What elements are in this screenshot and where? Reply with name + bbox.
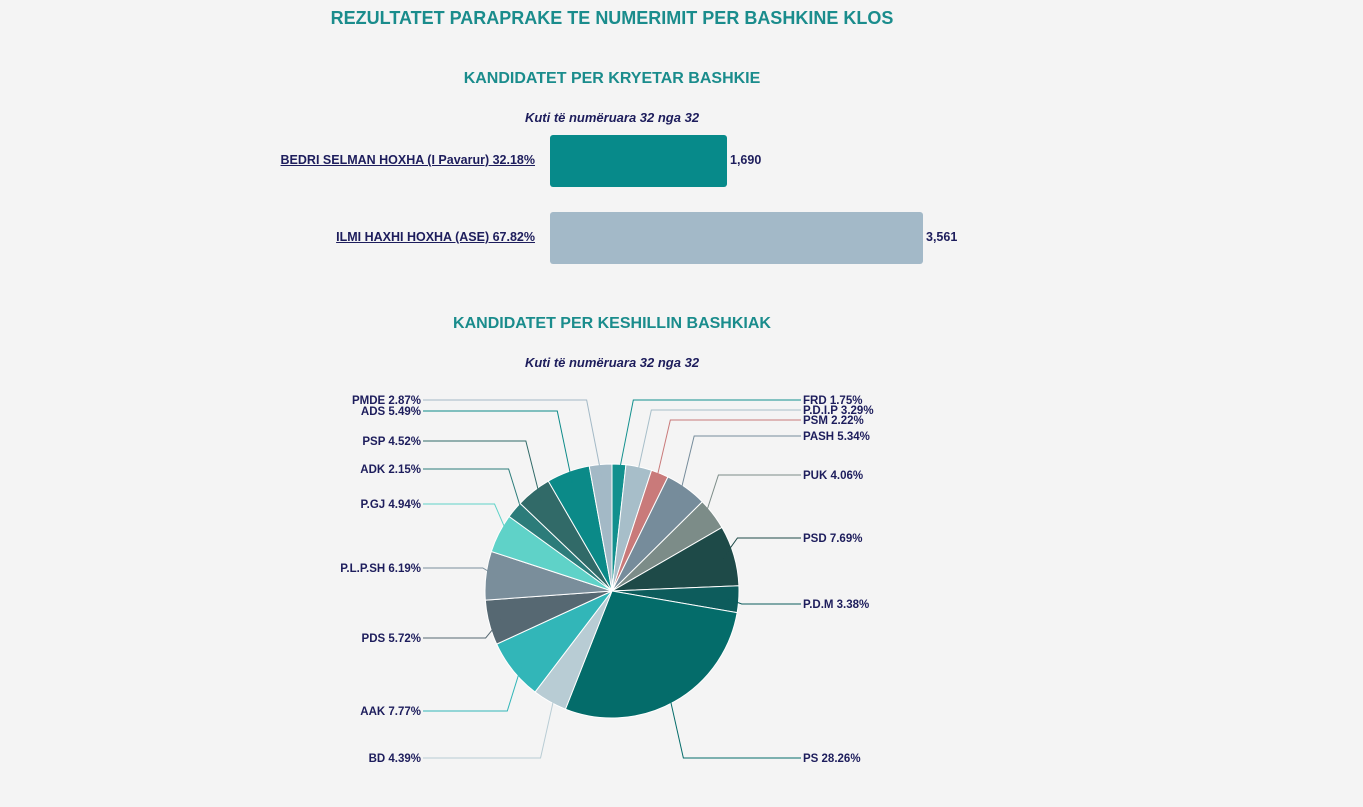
page-title: REZULTATET PARAPRAKE TE NUMERIMIT PER BA… — [330, 8, 894, 28]
pie-leader-line — [423, 567, 499, 578]
pie-leader-line — [423, 399, 603, 477]
pie-label: PUK 4.06% — [803, 470, 863, 482]
bar[interactable] — [550, 135, 727, 187]
pie-label: P.GJ 4.94% — [360, 499, 421, 511]
pie-leader-line — [423, 619, 502, 639]
pie-leader-line — [423, 410, 573, 484]
bar-value-label: 3,561 — [926, 230, 958, 244]
pie-label: ADS 5.49% — [361, 406, 421, 418]
pie-label: P.D.I.P 3.29% — [803, 405, 874, 417]
council-section-title: KANDIDATET PER KESHILLIN BASHKIAK — [453, 315, 771, 332]
pie-leader-line — [423, 503, 511, 539]
pie-label: PSM 2.22% — [803, 415, 864, 427]
bar-value-label: 1,690 — [730, 153, 762, 167]
pie-label: PASH 5.34% — [803, 431, 870, 443]
pie-label: BD 4.39% — [369, 753, 421, 765]
pie-leader-line — [423, 440, 542, 501]
pie-leader-line — [635, 409, 801, 479]
pie-label: PSD 7.69% — [803, 533, 862, 545]
pie-label: PS 28.26% — [803, 753, 861, 765]
pie-label: PMDE 2.87% — [352, 395, 421, 407]
pie-leader-line — [617, 399, 801, 477]
pie-label: P.L.P.SH 6.19% — [340, 563, 421, 575]
candidate-link[interactable]: BEDRI SELMAN HOXHA (I Pavarur) 32.18% — [280, 153, 535, 167]
pie-leader-line — [726, 597, 801, 605]
pie-leader-line — [722, 537, 801, 560]
pie-slice[interactable] — [564, 590, 738, 719]
pie-leader-line — [678, 435, 801, 498]
mayor-boxes-counted: Kuti të numëruara 32 nga 32 — [524, 110, 700, 125]
pie-slice[interactable] — [588, 463, 613, 592]
pie-label: P.D.M 3.38% — [803, 599, 869, 611]
pie-label: PSP 4.52% — [362, 436, 421, 448]
pie-leader-line — [702, 474, 801, 522]
pie-leader-line — [654, 419, 801, 485]
pie-label: ADK 2.15% — [360, 464, 421, 476]
pie-label: FRD 1.75% — [803, 395, 862, 407]
pie-label: PDS 5.72% — [362, 633, 421, 645]
candidate-link[interactable]: ILMI HAXHI HOXHA (ASE) 67.82% — [336, 230, 535, 244]
pie-leader-line — [667, 691, 801, 759]
bar[interactable] — [550, 212, 923, 264]
pie-label: AAK 7.77% — [360, 706, 421, 718]
mayor-section-title: KANDIDATET PER KRYETAR BASHKIE — [463, 70, 761, 87]
council-boxes-counted: Kuti të numëruara 32 nga 32 — [524, 355, 700, 370]
pie-leader-line — [423, 468, 525, 518]
pie-leader-line — [423, 662, 523, 712]
pie-leader-line — [423, 691, 557, 759]
